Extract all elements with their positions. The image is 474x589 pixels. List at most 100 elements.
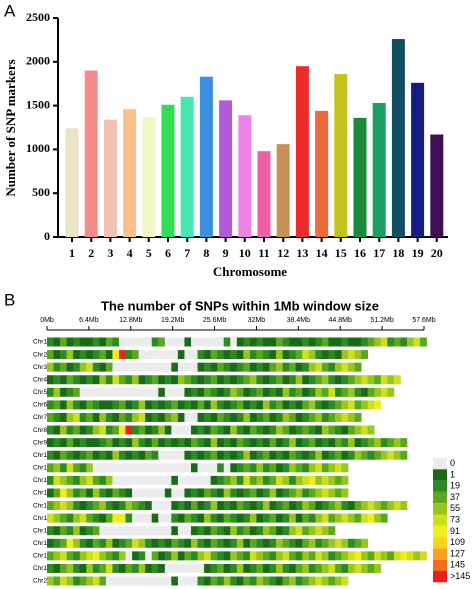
heat-cell — [125, 488, 133, 498]
heat-cell — [210, 425, 218, 435]
x-tick-label: 12 — [277, 246, 289, 260]
heat-cell — [413, 551, 421, 561]
heat-cell — [230, 551, 238, 561]
heat-cell — [269, 362, 277, 372]
heat-cell — [348, 337, 355, 347]
heat-cell — [321, 450, 329, 460]
heat-cell — [151, 501, 159, 511]
heat-cell — [308, 501, 316, 511]
bar — [391, 39, 405, 237]
heat-cell — [53, 538, 61, 548]
heat-cell — [171, 387, 179, 397]
heat-cell — [86, 450, 94, 460]
heat-cell — [217, 425, 225, 435]
heat-cell — [308, 526, 316, 536]
heat-cell — [256, 551, 264, 561]
heat-cell — [354, 563, 362, 573]
heat-cell — [262, 576, 270, 586]
heat-cell — [66, 450, 74, 460]
heat-cell — [328, 538, 336, 548]
heat-cell — [230, 463, 238, 473]
heat-cell — [197, 350, 205, 360]
heat-cell — [348, 400, 355, 410]
x-tick-label: 2 — [88, 246, 94, 260]
heat-cell — [99, 551, 107, 561]
heat-cell — [53, 563, 61, 573]
heat-cell — [282, 412, 290, 422]
heat-cell — [132, 450, 139, 460]
heat-cell — [138, 501, 146, 511]
heat-cell — [53, 400, 61, 410]
heat-cell — [243, 563, 251, 573]
heat-cell — [99, 362, 107, 372]
heat-cell — [190, 425, 198, 435]
heat-cell — [197, 475, 205, 485]
x-tick-label: 12.8Mb — [119, 317, 142, 324]
heat-cell — [79, 551, 87, 561]
heat-cell — [223, 425, 231, 435]
heat-cell — [73, 425, 81, 435]
heat-cell — [295, 513, 303, 523]
heat-cell — [230, 400, 238, 410]
heat-cell — [315, 551, 323, 561]
heat-cell — [223, 576, 231, 586]
heat-cell — [302, 551, 310, 561]
heat-cell — [243, 337, 251, 347]
heat-cell — [138, 387, 146, 397]
heat-cell — [230, 475, 238, 485]
heat-cell — [321, 425, 329, 435]
heat-cell — [118, 475, 126, 485]
heat-cell — [328, 576, 336, 586]
heat-cell — [302, 350, 310, 360]
heat-cell — [276, 350, 283, 360]
heat-cell — [262, 337, 270, 347]
legend-swatch — [433, 559, 447, 571]
heat-cell — [236, 463, 244, 473]
heat-cell — [125, 337, 133, 347]
heat-cell — [204, 501, 211, 511]
heat-cell — [204, 450, 211, 460]
heat-cell — [184, 463, 192, 473]
heat-cell — [79, 475, 87, 485]
heat-cell — [262, 362, 270, 372]
heat-cell — [374, 387, 382, 397]
heat-cell — [236, 438, 244, 448]
heat-cell — [276, 563, 283, 573]
heat-cell — [256, 501, 264, 511]
heat-cell — [66, 513, 74, 523]
heat-cell — [125, 362, 133, 372]
heat-cell — [73, 400, 81, 410]
heat-cell — [53, 475, 61, 485]
heat-cell — [99, 337, 107, 347]
heat-cell — [282, 337, 290, 347]
heat-cell — [60, 362, 67, 372]
heat-cell — [236, 526, 244, 536]
heat-cell — [99, 387, 107, 397]
heat-cell — [295, 463, 303, 473]
heat-cell — [60, 551, 67, 561]
heat-cell — [112, 513, 120, 523]
heat-cell — [223, 463, 231, 473]
bar — [257, 151, 271, 237]
heat-cell — [79, 513, 87, 523]
y-tick-label: 1000 — [26, 141, 50, 155]
heat-cell — [112, 526, 120, 536]
heat-cell — [86, 488, 94, 498]
heat-cell — [204, 475, 211, 485]
heat-cell — [86, 563, 94, 573]
heat-cell — [269, 513, 277, 523]
heat-cell — [276, 501, 283, 511]
heat-cell — [171, 450, 179, 460]
heat-cell — [105, 463, 113, 473]
heat-cell — [367, 551, 375, 561]
heat-cell — [308, 337, 316, 347]
heat-cell — [164, 551, 172, 561]
heat-cell — [118, 526, 126, 536]
heat-cell — [348, 563, 355, 573]
heat-cell — [105, 513, 113, 523]
heat-cell — [112, 412, 120, 422]
heat-cell — [151, 425, 159, 435]
heat-cell — [308, 538, 316, 548]
heat-cell — [230, 425, 238, 435]
legend-label: 91 — [450, 526, 460, 536]
